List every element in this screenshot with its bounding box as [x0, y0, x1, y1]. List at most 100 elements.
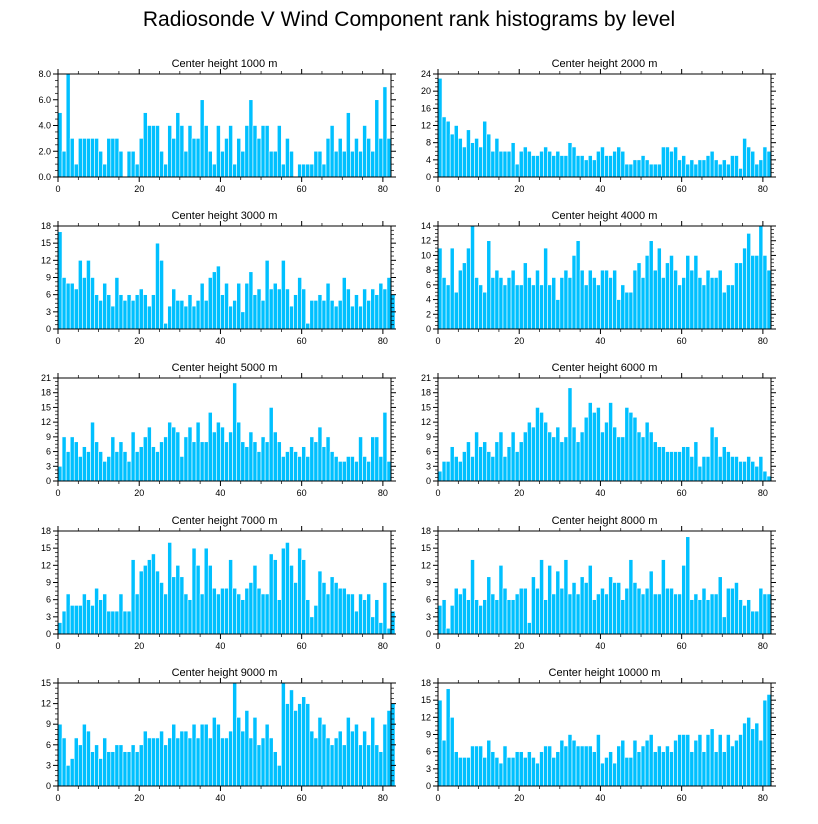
histogram-bar: [69, 282, 75, 330]
histogram-bar: [142, 565, 148, 635]
histogram-bar: [236, 717, 242, 787]
histogram-bar: [592, 751, 597, 787]
histogram-bar: [693, 593, 699, 635]
histogram-bar: [167, 421, 173, 482]
histogram-bar: [596, 734, 601, 787]
x-tick-label: 60: [677, 641, 687, 651]
histogram-bar: [142, 112, 148, 178]
y-tick-label: 18: [421, 526, 431, 536]
histogram-bar: [175, 431, 181, 482]
histogram-bar: [183, 305, 189, 330]
histogram-bar: [604, 593, 609, 635]
histogram-bar: [195, 300, 201, 330]
histogram-bar: [640, 593, 646, 635]
histogram-bar: [656, 446, 662, 482]
histogram-bar: [453, 456, 459, 482]
histogram-bar: [494, 757, 500, 787]
histogram-bar: [183, 730, 189, 787]
y-tick-label: 18: [421, 388, 431, 398]
histogram-bar: [130, 431, 136, 482]
histogram-bar: [437, 247, 443, 330]
histogram-bar: [69, 138, 75, 178]
histogram-bar: [579, 576, 585, 635]
histogram-bar: [543, 146, 548, 178]
histogram-bar: [587, 745, 593, 787]
histogram-bar: [329, 744, 335, 787]
histogram-bar: [317, 150, 323, 178]
histogram-bar: [551, 593, 557, 635]
histogram-bar: [709, 277, 715, 330]
histogram-bar: [551, 277, 557, 330]
x-tick-label: 60: [677, 793, 687, 803]
histogram-svg: 0 3 6 9 12 15 18 0 20 40 60 80: [421, 526, 776, 651]
histogram-bar: [648, 734, 654, 787]
histogram-bar: [126, 751, 132, 787]
histogram-bar: [510, 269, 516, 330]
histogram-bar: [289, 689, 294, 787]
histogram-bar: [118, 294, 124, 330]
y-tick-label: 12: [421, 560, 431, 570]
histogram-bar: [256, 288, 262, 330]
histogram-bar: [341, 277, 347, 330]
histogram-bar: [366, 744, 371, 787]
histogram-bar: [289, 446, 294, 482]
histogram-bar: [183, 150, 189, 178]
histogram-bar: [191, 723, 197, 787]
histogram-bar: [563, 745, 569, 787]
histogram-bar: [61, 737, 67, 787]
histogram-bar: [260, 737, 266, 787]
x-tick-label: 0: [435, 641, 440, 651]
histogram-bar: [134, 294, 140, 330]
histogram-bar: [114, 451, 120, 482]
histogram-bar: [346, 717, 351, 787]
histogram-bar: [374, 744, 380, 787]
histogram-bar: [661, 559, 666, 635]
x-tick-label: 20: [134, 184, 144, 194]
histogram-bar: [604, 757, 609, 787]
histogram-bar: [82, 723, 87, 787]
y-tick-label: 9: [46, 578, 51, 588]
x-tick-label: 40: [595, 488, 605, 498]
histogram-bar: [260, 125, 266, 178]
histogram-bar: [730, 745, 735, 787]
histogram-bar: [575, 745, 581, 787]
histogram-bar: [224, 441, 229, 482]
histogram-bar: [726, 284, 731, 330]
x-tick-label: 40: [595, 641, 605, 651]
histogram-bar: [313, 737, 319, 787]
histogram-bar: [620, 739, 626, 787]
histogram-bar: [681, 734, 687, 787]
y-tick-label: 9: [46, 273, 51, 283]
histogram-bar: [285, 542, 290, 635]
histogram-bar: [750, 728, 756, 787]
histogram-bar: [260, 300, 266, 330]
histogram-bar: [567, 593, 573, 635]
histogram-bar: [207, 150, 213, 178]
histogram-bar: [134, 163, 140, 178]
histogram-bar: [138, 744, 144, 787]
histogram-bar: [159, 730, 164, 787]
histogram-bar: [612, 150, 617, 178]
histogram-bar: [527, 751, 532, 787]
histogram-bar: [535, 587, 540, 635]
histogram-bar: [437, 77, 443, 178]
histogram-bar: [199, 723, 205, 787]
y-tick-label: 2: [426, 309, 431, 319]
histogram-bar: [717, 269, 723, 330]
histogram-bar: [738, 461, 743, 482]
histogram-bar: [462, 262, 467, 330]
histogram-bar: [183, 593, 189, 635]
histogram-bar: [281, 682, 286, 787]
histogram-bar: [587, 565, 593, 635]
histogram-bar: [134, 451, 140, 482]
histogram-bar: [494, 269, 500, 330]
histogram-bar: [587, 269, 593, 330]
histogram-bar: [539, 751, 544, 787]
histogram-bar: [386, 461, 392, 482]
histogram-bar: [110, 610, 116, 635]
histogram-bar: [717, 456, 723, 482]
histogram-bar: [742, 247, 747, 330]
histogram-bar: [333, 305, 339, 330]
histogram-bar: [636, 262, 642, 330]
histogram-bar: [640, 436, 646, 482]
